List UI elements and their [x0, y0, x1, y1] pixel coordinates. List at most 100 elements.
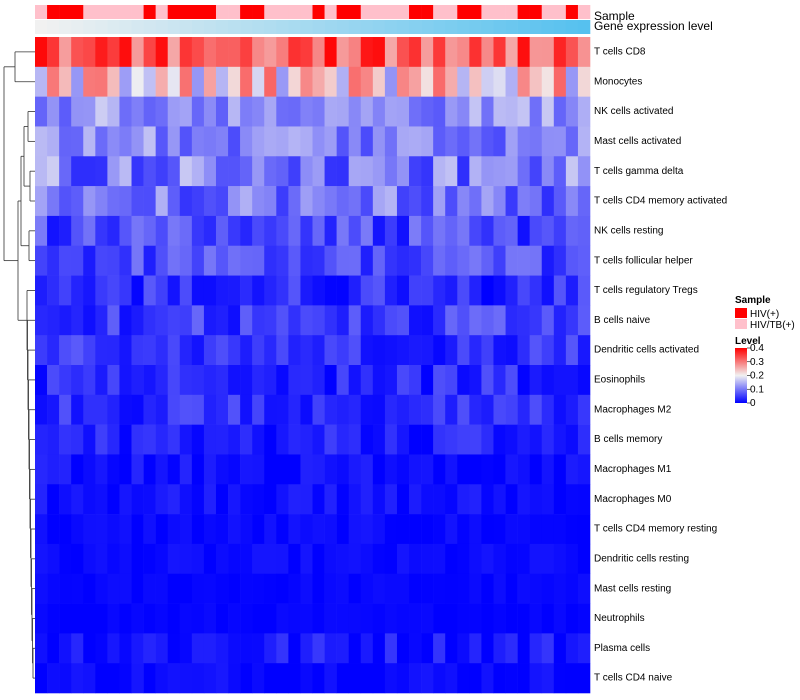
heatmap-cell — [505, 424, 518, 455]
heatmap-cell — [191, 215, 205, 247]
heatmap-cell — [384, 126, 398, 157]
heatmap-cell — [276, 633, 289, 664]
expression-annotation-cell — [469, 20, 482, 34]
heatmap-cell — [131, 454, 144, 485]
heatmap-cell — [336, 663, 349, 694]
heatmap-cell — [396, 215, 410, 247]
heatmap-cell — [541, 514, 555, 545]
heatmap-cell — [95, 66, 108, 97]
heatmap-cell — [481, 633, 494, 664]
heatmap-cell — [131, 305, 144, 336]
heatmap-cell — [517, 365, 530, 396]
heatmap-cell — [565, 484, 579, 515]
heatmap-cell — [95, 335, 108, 366]
sample-annotation-track — [35, 5, 591, 19]
heatmap-cell — [47, 96, 60, 127]
row-label: B cells naive — [594, 315, 651, 326]
heatmap-cell — [481, 156, 494, 187]
heatmap-cell — [35, 245, 48, 276]
heatmap-cell — [529, 603, 543, 634]
heatmap-cell — [324, 424, 337, 455]
heatmap-cell — [541, 365, 555, 396]
heatmap-cell — [409, 96, 422, 127]
legend-entry-hivtb: HIV/TB(+) — [750, 320, 795, 331]
heatmap-cell — [396, 514, 410, 545]
heatmap-cell — [457, 37, 470, 68]
heatmap-cell — [35, 186, 48, 217]
heatmap-cell — [264, 394, 277, 425]
heatmap-cell — [228, 215, 241, 247]
heatmap-cell — [240, 603, 253, 634]
heatmap-cell — [179, 335, 193, 366]
heatmap-cell — [167, 663, 181, 694]
heatmap-cell — [433, 514, 446, 545]
heatmap-cell — [445, 126, 458, 157]
heatmap-cell — [35, 663, 48, 694]
heatmap-cell — [47, 365, 60, 396]
heatmap-cell — [107, 245, 120, 276]
heatmap-cell — [203, 663, 217, 694]
heatmap-cell — [312, 335, 325, 366]
heatmap-cell — [47, 424, 60, 455]
heatmap-cell — [384, 275, 398, 306]
heatmap-cell — [469, 215, 482, 247]
heatmap-cell — [396, 454, 410, 485]
heatmap-cell — [396, 37, 410, 68]
sample-annotation-cell — [35, 5, 48, 19]
heatmap-cell — [264, 633, 277, 664]
heatmap-cell — [505, 484, 518, 515]
heatmap-cell — [457, 66, 470, 97]
expression-annotation-cell — [167, 20, 181, 34]
heatmap-cell — [191, 365, 205, 396]
heatmap-cell — [348, 126, 362, 157]
heatmap-cell — [421, 186, 434, 217]
heatmap-cell — [529, 66, 543, 97]
heatmap-cell — [47, 126, 60, 157]
heatmap-cell — [553, 66, 567, 97]
heatmap-cell — [421, 394, 434, 425]
heatmap-cell — [252, 424, 265, 455]
legend-level-tick-label: 0.3 — [750, 357, 764, 368]
heatmap-cell — [493, 245, 506, 276]
heatmap-cell — [348, 186, 362, 217]
heatmap-cell — [457, 126, 470, 157]
sample-annotation-cell — [457, 5, 470, 19]
heatmap-cell — [336, 543, 349, 575]
heatmap-cell — [276, 663, 289, 694]
heatmap-cell — [372, 335, 386, 366]
heatmap-cell — [505, 275, 518, 306]
heatmap-cell — [481, 454, 494, 485]
heatmap-cell — [252, 275, 265, 306]
heatmap-cell — [107, 66, 120, 97]
heatmap-cell — [493, 454, 506, 485]
heatmap-cell — [107, 365, 120, 396]
sample-annotation-cell — [481, 5, 494, 19]
heatmap-cell — [35, 305, 48, 336]
heatmap-cell — [300, 96, 313, 127]
sample-annotation-cell — [421, 5, 434, 19]
heatmap-cell — [565, 215, 579, 247]
heatmap-cell — [493, 186, 506, 217]
heatmap-cell — [264, 156, 277, 187]
expression-annotation-cell — [360, 20, 374, 34]
heatmap-cell — [264, 514, 277, 545]
expression-annotation-cell — [396, 20, 410, 34]
heatmap-cell — [71, 543, 84, 575]
row-dendrogram — [3, 51, 35, 679]
row-label: Macrophages M0 — [594, 494, 672, 505]
row-label: T cells CD4 memory activated — [594, 196, 727, 207]
heatmap-cell — [131, 603, 144, 634]
heatmap-cell — [47, 514, 60, 545]
sample-annotation-cell — [131, 5, 144, 19]
heatmap-cell — [372, 215, 386, 247]
sample-annotation-cell — [553, 5, 567, 19]
heatmap-cell — [276, 126, 289, 157]
heatmap-cell — [409, 215, 422, 247]
heatmap-cell — [384, 394, 398, 425]
heatmap-cell — [553, 633, 567, 664]
heatmap-cell — [360, 633, 374, 664]
heatmap-cell — [457, 335, 470, 366]
heatmap-cell — [433, 215, 446, 247]
heatmap-cell — [191, 663, 205, 694]
heatmap-cell — [505, 543, 518, 575]
